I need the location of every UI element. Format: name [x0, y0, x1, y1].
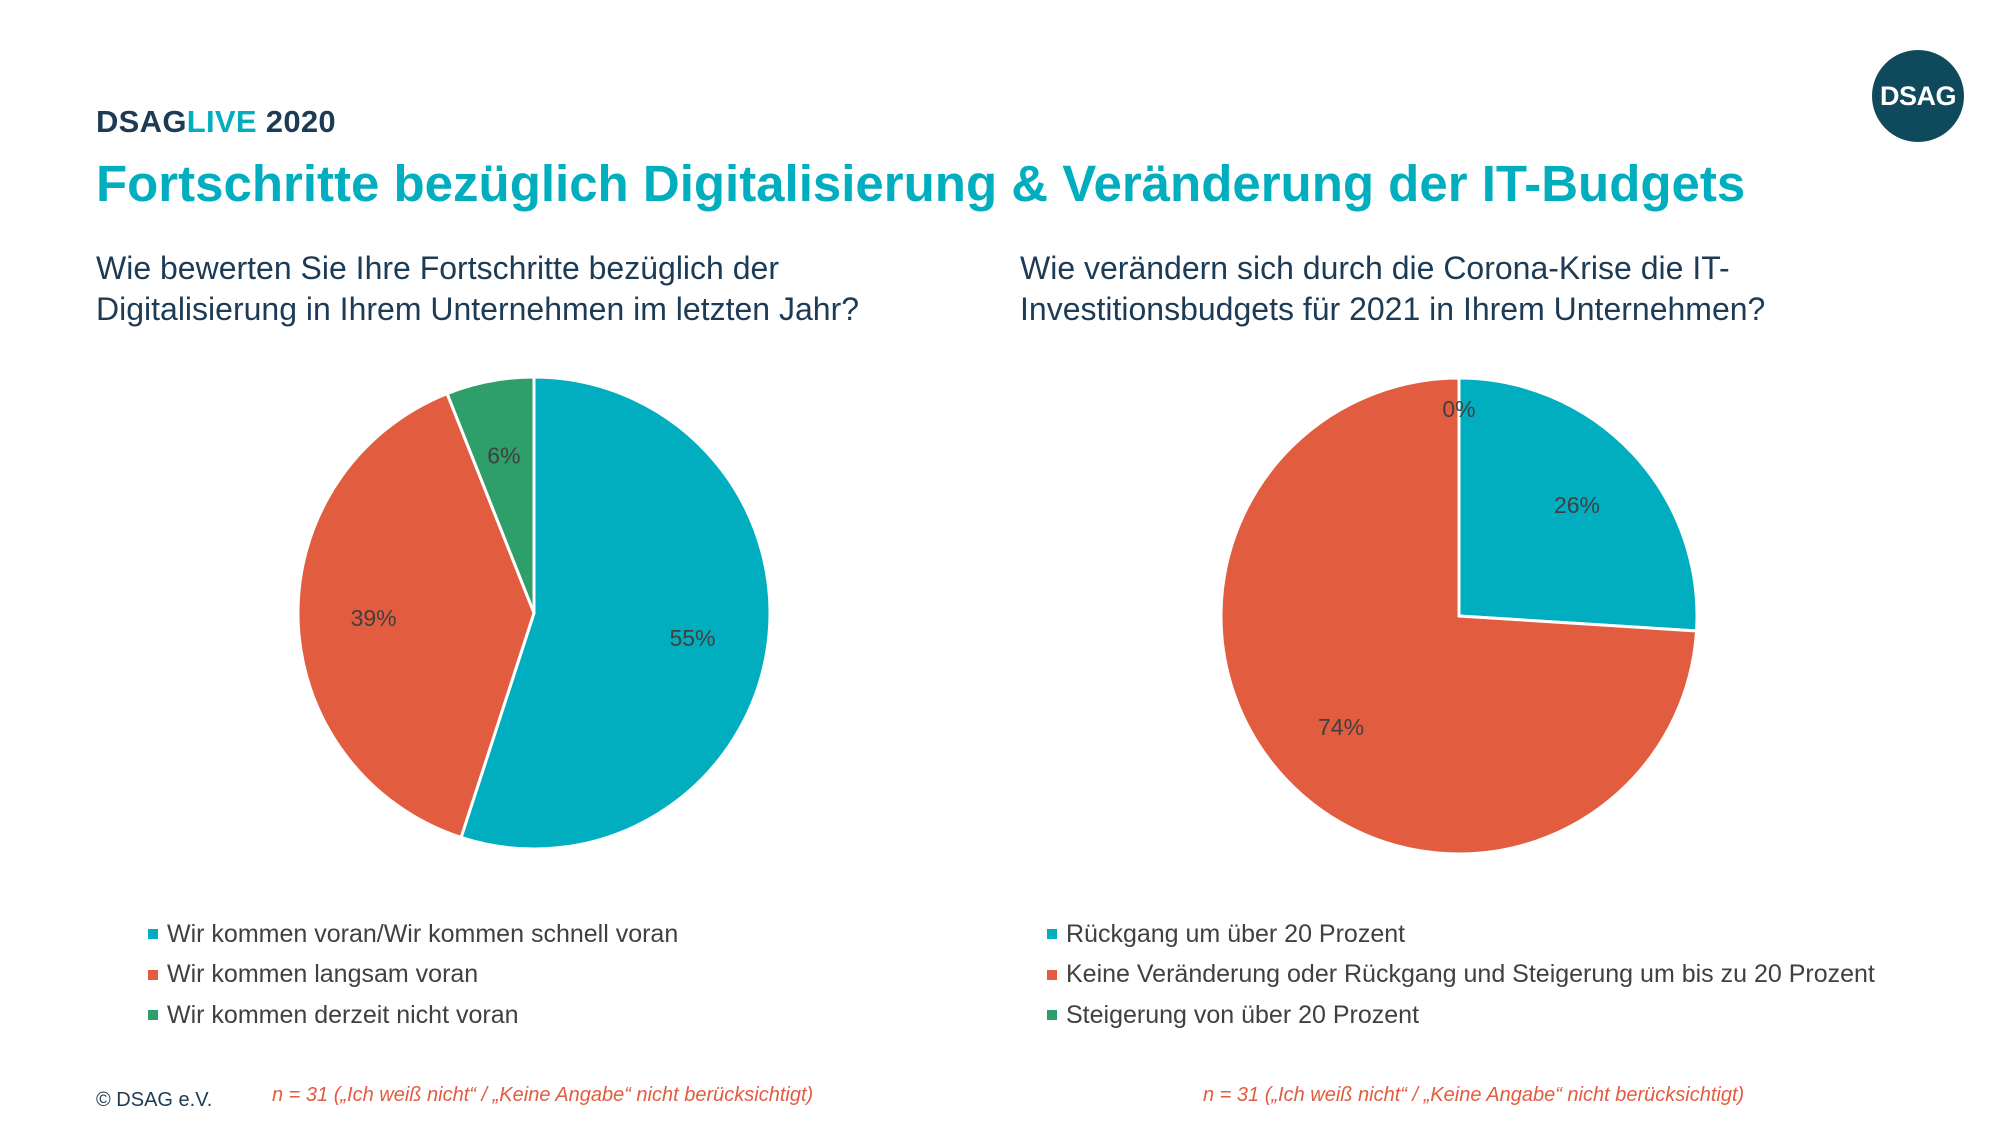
legend-swatch — [1047, 929, 1057, 940]
chart-2-sample-note: n = 31 („Ich weiß nicht“ / „Keine Angabe… — [1203, 1084, 1745, 1106]
event-brand: DSAGLIVE 2020 — [96, 104, 336, 140]
chart-2-data-label-1: 26% — [1554, 492, 1600, 518]
chart-1-data-label-2: 39% — [351, 605, 397, 631]
legend-label: Steigerung von über 20 Prozent — [1066, 1000, 1420, 1029]
copyright: © DSAG e.V. — [96, 1089, 213, 1111]
chart-2-legend-item-1: Rückgang um über 20 Prozent — [1047, 914, 1875, 955]
legend-label: Wir kommen derzeit nicht voran — [167, 1000, 519, 1029]
brand-dsag: DSAG — [96, 104, 187, 139]
chart-2-question: Wie verändern sich durch die Corona-Kris… — [1020, 250, 1766, 327]
chart-2-data-label-2: 74% — [1318, 714, 1364, 740]
chart-2-legend-item-2: Keine Veränderung oder Rückgang und Stei… — [1047, 955, 1875, 996]
legend-swatch — [148, 929, 158, 940]
chart-1-legend-item-1: Wir kommen voran/Wir kommen schnell vora… — [148, 914, 678, 955]
chart-1-slice-3 — [445, 375, 536, 614]
chart-1-slice-1 — [459, 375, 772, 851]
chart-1-legend-item-3: Wir kommen derzeit nicht voran — [148, 995, 678, 1036]
legend-swatch — [1047, 969, 1057, 980]
chart-2-slice-2 — [1219, 376, 1699, 856]
chart-2-data-label-3: 0% — [1442, 396, 1475, 422]
chart-1-slice-2 — [296, 391, 536, 840]
chart-1-legend-item-2: Wir kommen langsam voran — [148, 955, 678, 996]
legend-label: Wir kommen langsam voran — [167, 960, 479, 989]
legend-label: Rückgang um über 20 Prozent — [1066, 919, 1406, 948]
brand-live: LIVE — [186, 104, 257, 139]
legend-label: Keine Veränderung oder Rückgang und Stei… — [1066, 960, 1875, 989]
chart-1-data-label-3: 6% — [487, 442, 520, 468]
chart-2-legend: Rückgang um über 20 Prozent Keine Verände… — [1047, 914, 1875, 1036]
chart-2-slice-1 — [1457, 376, 1699, 633]
brand-year: 2020 — [265, 104, 336, 139]
chart-2-legend-item-3: Steigerung von über 20 Prozent — [1047, 995, 1875, 1036]
legend-swatch — [1047, 1010, 1057, 1021]
chart-1-sample-note: n = 31 („Ich weiß nicht“ / „Keine Angabe… — [272, 1084, 814, 1106]
chart-1-data-label-1: 55% — [669, 625, 715, 651]
logo-text: DSAG — [1879, 80, 1957, 111]
page-title: Fortschritte bezüglich Digitalisierung &… — [96, 155, 1746, 212]
chart-1-question: Wie bewerten Sie Ihre Fortschritte bezüg… — [96, 250, 860, 327]
dsag-logo: DSAG — [1872, 50, 1964, 142]
chart-1-legend: Wir kommen voran/Wir kommen schnell vora… — [148, 914, 678, 1036]
legend-label: Wir kommen voran/Wir kommen schnell vora… — [167, 919, 679, 948]
legend-swatch — [148, 1010, 158, 1021]
legend-swatch — [148, 969, 158, 980]
